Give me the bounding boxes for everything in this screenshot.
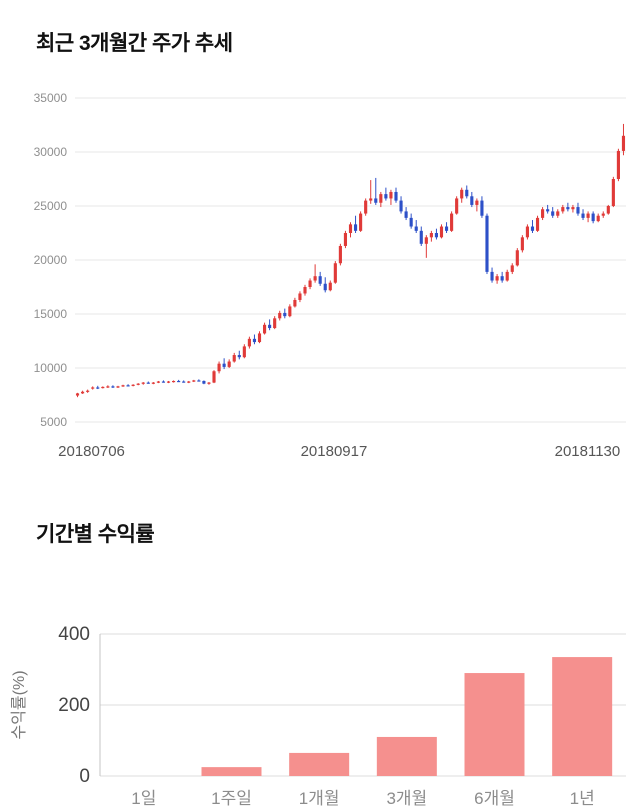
svg-text:25000: 25000 — [34, 199, 68, 213]
price-candlestick-chart: 35000 30000 25000 20000 15000 10000 5000 201807… — [34, 91, 626, 460]
svg-text:0: 0 — [79, 766, 90, 787]
svg-text:1일: 1일 — [131, 789, 156, 808]
svg-text:200: 200 — [58, 695, 90, 716]
svg-text:35000: 35000 — [34, 91, 68, 105]
svg-text:1개월: 1개월 — [299, 789, 340, 808]
svg-text:15000: 15000 — [34, 307, 68, 321]
price-trend-title: 최근 3개월간 주가 추세 — [36, 32, 233, 55]
svg-text:수익률(%): 수익률(%) — [10, 670, 28, 739]
svg-text:1주일: 1주일 — [211, 789, 252, 808]
returns-section: 기간별 수익률 0 200 400 수익률(%) 1일 1주일 1개월 3개월 6개월 1년 — [0, 521, 640, 810]
svg-text:3개월: 3개월 — [386, 789, 427, 808]
svg-text:20180706: 20180706 — [58, 443, 125, 460]
svg-text:6개월: 6개월 — [474, 789, 515, 808]
price-trend-section: 최근 3개월간 주가 추세 35000 30000 25000 20000 15000 1… — [34, 32, 626, 460]
svg-text:1년: 1년 — [570, 789, 595, 808]
svg-text:10000: 10000 — [34, 361, 68, 375]
svg-text:20000: 20000 — [34, 253, 68, 267]
returns-title: 기간별 수익률 — [36, 523, 155, 546]
svg-text:20181130: 20181130 — [555, 443, 621, 460]
svg-text:5000: 5000 — [40, 415, 67, 429]
returns-bar-chart: 0 200 400 수익률(%) 1일 1주일 1개월 3개월 6개월 1년 — [10, 624, 626, 808]
svg-text:20180917: 20180917 — [301, 443, 368, 460]
svg-text:30000: 30000 — [34, 145, 68, 159]
svg-text:400: 400 — [58, 624, 90, 645]
